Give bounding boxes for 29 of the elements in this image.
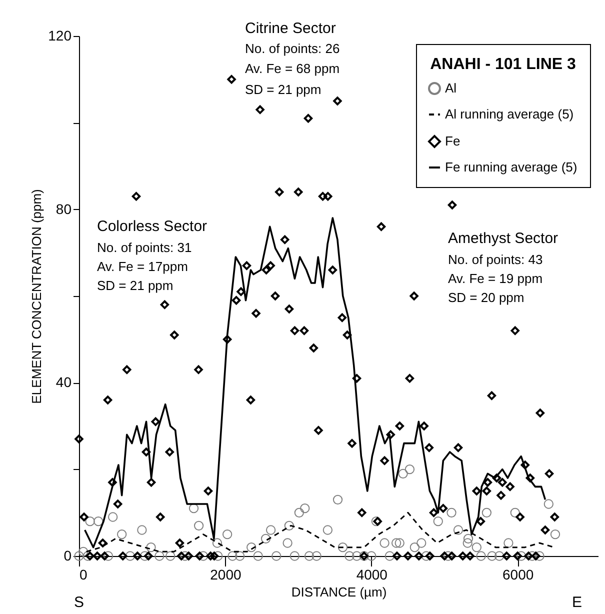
annotation: Av. Fe = 17ppm — [97, 259, 188, 274]
annotation: Citrine Sector — [245, 20, 336, 37]
x-tick-label: 2000 — [210, 566, 242, 582]
annotation: Av. Fe = 19 ppm — [448, 271, 543, 286]
y-tick-label: 0 — [64, 548, 72, 564]
legend-title: ANAHI - 101 LINE 3 — [430, 56, 576, 73]
x-axis-title: DISTANCE (µm) — [291, 584, 387, 600]
x-tick-label: 0 — [80, 566, 88, 582]
legend-label: Fe running average (5) — [445, 160, 578, 174]
annotation: SD = 21 ppm — [97, 278, 174, 293]
y-tick-label: 40 — [56, 374, 72, 390]
annotation: Amethyst Sector — [448, 230, 558, 247]
annotation: No. of points: 26 — [245, 41, 340, 56]
legend-label: Al running average (5) — [445, 106, 574, 122]
x-tick-label: 6000 — [502, 566, 534, 582]
annotation: No. of points: 43 — [448, 252, 543, 267]
y-tick-label: 120 — [48, 28, 72, 44]
annotation: No. of points: 31 — [97, 240, 192, 255]
annotation: SD = 21 ppm — [245, 82, 322, 97]
text: E — [572, 594, 582, 611]
legend-label: Fe — [445, 134, 460, 148]
annotation: Av. Fe = 68 ppm — [245, 61, 340, 76]
legend-label: Al — [445, 80, 457, 96]
x-tick-label: 4000 — [356, 566, 388, 582]
text: S — [74, 594, 84, 611]
annotation: Colorless Sector — [97, 218, 208, 235]
y-tick-label: 80 — [56, 200, 72, 217]
annotation: SD = 20 ppm — [448, 290, 524, 305]
y-axis-title: ELEMENT CONCENTRATION (ppm) — [29, 189, 44, 404]
